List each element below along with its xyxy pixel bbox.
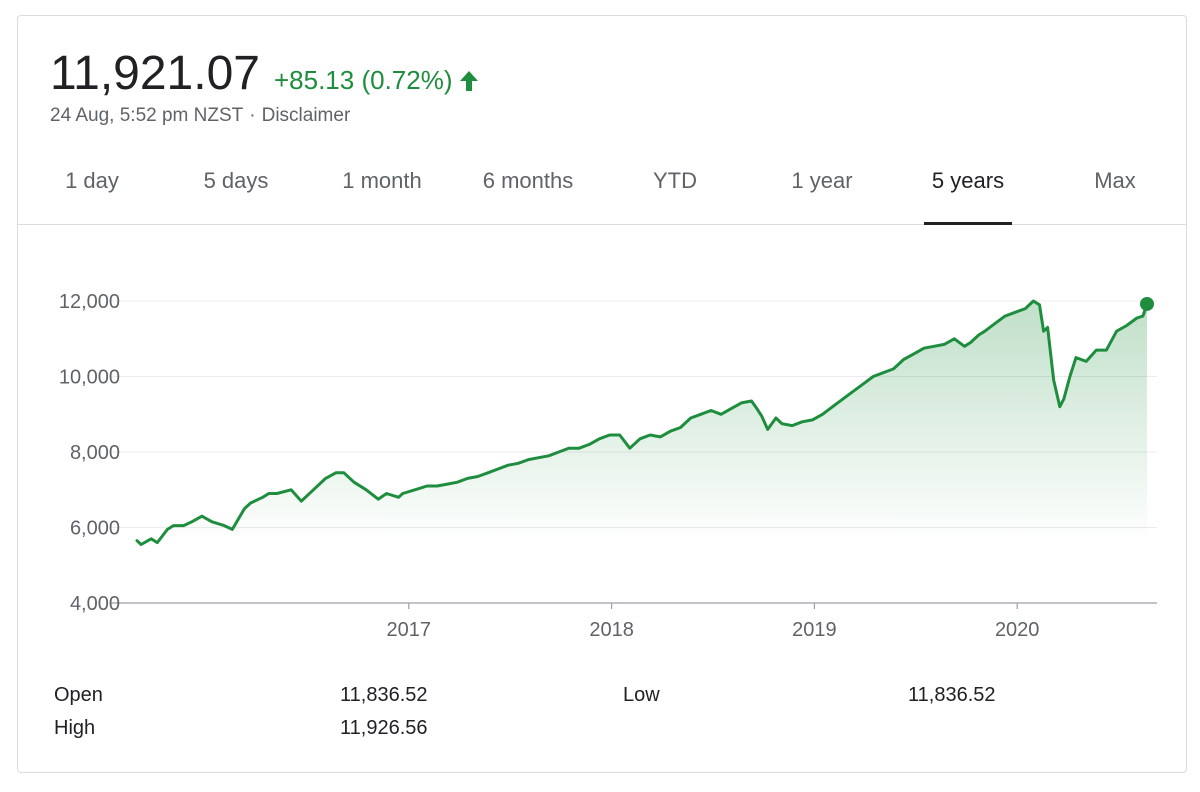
x-tick-label: 2017: [387, 619, 432, 641]
series-line: [135, 299, 1149, 546]
high-label: High: [54, 717, 96, 739]
y-tick-label: 8,000: [70, 442, 120, 464]
tab-max[interactable]: Max: [1094, 168, 1136, 193]
range-tabs: 1 day 5 days 1 month 6 months YTD 1 year…: [18, 156, 1186, 225]
series-area-fill: [137, 301, 1147, 545]
tab-1-year[interactable]: 1 year: [791, 168, 853, 193]
timestamp: 24 Aug, 5:52 pm NZST: [50, 105, 244, 126]
price-meta: 24 Aug, 5:52 pm NZST · Disclaimer: [50, 105, 350, 127]
x-tick-label: 2020: [995, 619, 1040, 641]
y-tick-label: 6,000: [70, 518, 120, 540]
chart-axes: [110, 602, 1157, 609]
y-tick-label: 12,000: [59, 291, 120, 313]
price-row: 11,921.07 +85.13 (0.72%): [50, 46, 479, 102]
tab-1-month[interactable]: 1 month: [342, 168, 422, 193]
price-change-text: +85.13 (0.72%): [273, 65, 453, 95]
price-change: +85.13 (0.72%): [274, 65, 479, 96]
tab-5-years[interactable]: 5 years: [931, 168, 1005, 193]
x-tick-label: 2019: [792, 619, 837, 641]
open-label: Open: [54, 684, 103, 706]
y-tick-label: 10,000: [59, 367, 120, 389]
chart-area-layer: [135, 296, 1154, 546]
y-tick-label: 4,000: [70, 593, 120, 615]
active-tab-indicator: [924, 222, 1012, 225]
disclaimer-link[interactable]: Disclaimer: [261, 105, 351, 126]
arrow-up-icon: [459, 70, 478, 91]
open-value: 11,836.52: [340, 684, 428, 706]
separator: ·: [249, 105, 256, 126]
tab-1-day[interactable]: 1 day: [65, 168, 119, 193]
tab-5-days[interactable]: 5 days: [203, 168, 269, 193]
tab-6-months[interactable]: 6 months: [482, 168, 574, 193]
x-tick-label: 2018: [589, 619, 634, 641]
chart-tick-labels: 4,000 6,000 8,000 10,000 12,000 2017 2018 2019 2…: [59, 291, 1040, 641]
low-value: 11,836.52: [908, 684, 996, 706]
last-point-marker[interactable]: [1140, 296, 1154, 311]
low-label: Low: [623, 684, 660, 706]
high-value: 11,926.56: [340, 717, 428, 739]
tab-ytd[interactable]: YTD: [653, 168, 697, 193]
current-price: 11,921.07: [50, 47, 260, 100]
